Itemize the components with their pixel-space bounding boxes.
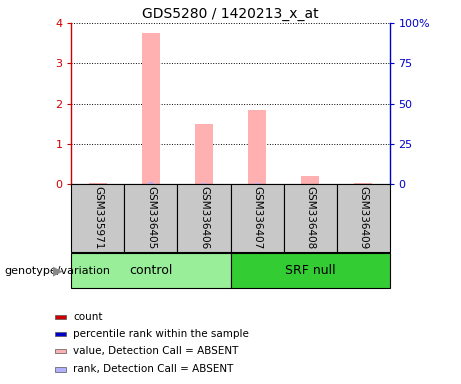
Text: control: control <box>129 264 173 277</box>
Bar <box>337 184 390 252</box>
Title: GDS5280 / 1420213_x_at: GDS5280 / 1420213_x_at <box>142 7 319 21</box>
Text: ▶: ▶ <box>53 264 62 277</box>
Text: rank, Detection Call = ABSENT: rank, Detection Call = ABSENT <box>73 364 234 374</box>
Bar <box>248 110 266 184</box>
Bar <box>284 184 337 252</box>
Bar <box>71 184 124 252</box>
Bar <box>71 253 230 288</box>
Bar <box>55 367 66 372</box>
Bar <box>55 315 66 319</box>
Text: percentile rank within the sample: percentile rank within the sample <box>73 329 249 339</box>
Bar <box>142 33 160 184</box>
Bar <box>230 184 284 252</box>
Text: GSM336406: GSM336406 <box>199 186 209 250</box>
Text: value, Detection Call = ABSENT: value, Detection Call = ABSENT <box>73 346 239 356</box>
Bar <box>354 183 372 184</box>
Bar <box>89 183 107 184</box>
Bar <box>230 253 390 288</box>
Bar <box>55 349 66 353</box>
Bar <box>177 184 230 252</box>
Text: GSM336408: GSM336408 <box>305 186 315 250</box>
Text: GSM336409: GSM336409 <box>358 186 368 250</box>
Text: GSM336405: GSM336405 <box>146 186 156 250</box>
Bar <box>255 183 259 184</box>
Text: GSM335971: GSM335971 <box>93 186 103 250</box>
Bar <box>202 183 206 184</box>
Bar <box>55 332 66 336</box>
Bar <box>124 184 177 252</box>
Text: SRF null: SRF null <box>285 264 335 277</box>
Text: genotype/variation: genotype/variation <box>5 266 111 276</box>
Text: count: count <box>73 312 103 322</box>
Text: GSM336407: GSM336407 <box>252 186 262 250</box>
Bar <box>301 176 319 184</box>
Bar <box>149 182 153 184</box>
Bar <box>195 124 213 184</box>
